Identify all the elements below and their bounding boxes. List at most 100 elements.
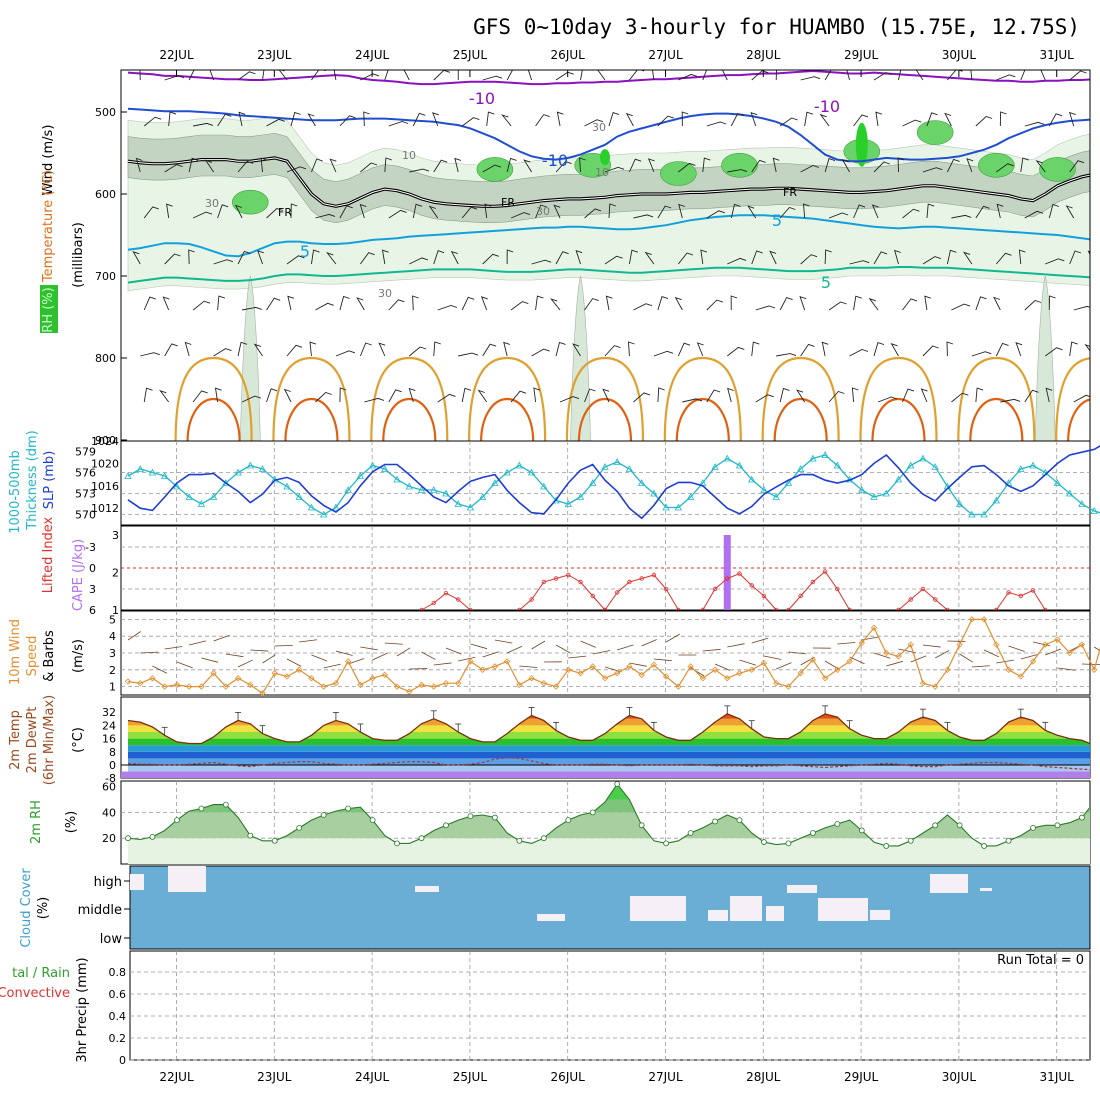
wind-barb: [922, 167, 943, 173]
temp-label-b: 2m DewPt: [25, 707, 40, 774]
cape-tick-label: 2: [112, 567, 119, 580]
li-line: [604, 574, 679, 611]
thickness-point: [320, 510, 328, 518]
wind-barb: [409, 168, 430, 173]
precip-unit-label: 3hr Precip (mm): [75, 957, 90, 1062]
wind-barb-10m: [971, 665, 990, 668]
warm-contour: [675, 397, 730, 441]
wind-barb: [873, 342, 885, 357]
y-tick-label: 700: [95, 270, 116, 283]
wind-barb: [824, 70, 839, 81]
thickness-point: [796, 465, 805, 472]
wind-speed-point: [870, 624, 878, 631]
rh-point: [834, 821, 841, 827]
rh-point: [540, 835, 547, 842]
wind-speed-point: [516, 681, 523, 689]
wind-speed-point: [980, 616, 988, 623]
wind-barb: [868, 297, 879, 311]
wind-tick-label: 2: [109, 664, 116, 677]
wind-barb: [1045, 258, 1065, 265]
slp-tick-label: 1020: [91, 457, 119, 470]
wind-speed-point: [614, 669, 621, 677]
wind-speed-point: [357, 681, 364, 689]
wind-barb-10m: [274, 644, 293, 647]
warm-contour: [577, 397, 633, 441]
li-point: [725, 576, 730, 581]
wind-speed-point: [785, 683, 792, 690]
wind-barb: [1073, 305, 1090, 311]
thickness-slp-panel: 579 576 573 570 1024 1020 1016 1012: [75, 435, 1100, 526]
top-date-label: 30JUL: [942, 48, 977, 62]
wind-barb: [926, 112, 938, 127]
wind-barb: [480, 296, 488, 311]
warm-contour: [859, 356, 938, 441]
wind-speed-point: [406, 688, 413, 695]
wind-barb: [266, 118, 285, 127]
wind-barb: [920, 388, 928, 403]
thickness-point: [772, 493, 780, 500]
wind-barb: [800, 165, 820, 173]
wind-barb: [433, 159, 448, 173]
wind-barb-10m: [127, 631, 141, 641]
thickness-point: [246, 461, 254, 469]
rh-point: [296, 824, 303, 831]
wind-barb: [1024, 389, 1039, 403]
wind-barb-10m: [433, 662, 452, 666]
wind-speed-point: [1066, 649, 1073, 657]
wind-barb: [329, 158, 337, 173]
wind-barb: [188, 70, 195, 81]
precip-tick-label: 0.4: [109, 1010, 127, 1023]
upper-wind-label: Wind (m/s): [41, 125, 56, 196]
li-point: [932, 597, 938, 602]
thickness-point: [136, 465, 144, 472]
wind-speed-point: [919, 680, 927, 687]
rh2-unit: (%): [64, 811, 79, 834]
wind-barb: [706, 389, 721, 403]
wind-speed-point: [430, 683, 437, 690]
thickness-label-a: 1000-500mb: [8, 450, 23, 534]
cloud-block: [415, 886, 439, 892]
thickness-point: [417, 486, 426, 493]
wind-speed-point: [944, 666, 951, 673]
cloud-block: [787, 885, 817, 893]
wind-barb: [584, 298, 599, 311]
thickness-point: [234, 468, 242, 476]
wind-speed-point: [589, 663, 596, 670]
rh-point: [320, 812, 327, 818]
wind-barb: [769, 250, 777, 265]
wind-barb: [506, 70, 520, 81]
li-point: [761, 593, 767, 599]
thickness-point: [1053, 479, 1062, 486]
wind-barb: [412, 203, 423, 219]
precip-tick-label: 0.2: [109, 1032, 127, 1045]
wind-barb-10m: [776, 662, 792, 670]
wind-barb-10m: [1045, 648, 1061, 656]
precip-conv-label: Convective: [0, 986, 70, 1001]
wind-barb: [902, 298, 918, 311]
rh-cell: [721, 153, 758, 178]
li-point: [431, 600, 436, 606]
top-date-label: 25JUL: [453, 48, 488, 62]
thickness-point: [650, 489, 658, 497]
temp-contour-5: [127, 214, 1090, 258]
wind-barb: [584, 119, 604, 127]
cloud-block: [630, 896, 686, 921]
wind-barb-10m: [250, 649, 269, 652]
wind-barb: [947, 158, 960, 173]
wind-barb-10m: [800, 656, 815, 666]
wind-barb: [674, 296, 683, 311]
wind-barb: [335, 350, 356, 357]
thickness-point: [955, 500, 964, 507]
cloud-level-label: high: [94, 875, 122, 890]
wind-barb: [238, 111, 246, 127]
wind-barb-10m: [482, 651, 499, 658]
contour-label: 30: [536, 205, 550, 218]
wind-barb: [975, 205, 990, 219]
wind-barb: [409, 257, 429, 265]
wind-barb-10m: [763, 655, 782, 660]
wind-barb: [579, 157, 586, 173]
temp-contour-15: [127, 266, 1090, 284]
wind-speed-point: [320, 683, 327, 690]
wind-barb: [924, 295, 931, 311]
